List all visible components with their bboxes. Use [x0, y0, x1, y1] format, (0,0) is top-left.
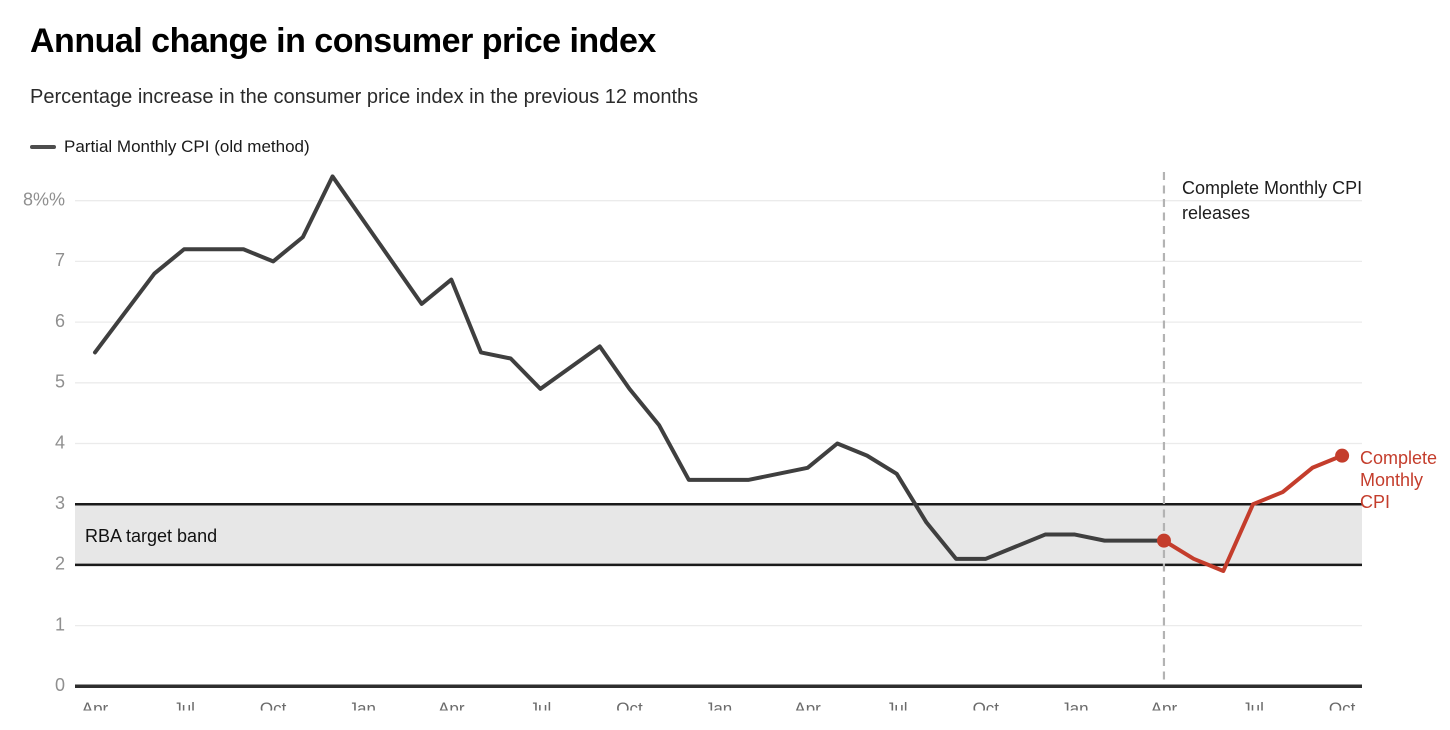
- y-tick-label: 7: [55, 250, 65, 270]
- y-tick-label: 0: [55, 675, 65, 695]
- annotation-rba-target-band: RBA target band: [85, 526, 218, 546]
- old-method-line: [93, 174, 1166, 561]
- legend-label: Partial Monthly CPI (old method): [64, 137, 310, 156]
- complete-cpi-dot: [1335, 448, 1350, 463]
- complete-cpi-line: [1161, 453, 1345, 573]
- y-tick-label: 8%%: [23, 189, 65, 209]
- target-band: [75, 504, 1362, 565]
- y-tick-label: 5: [55, 372, 65, 392]
- page-title: Annual change in consumer price index: [30, 22, 656, 60]
- complete-cpi-dot: [1156, 533, 1171, 548]
- line-swatch-icon: [30, 145, 56, 149]
- annotation-complete-monthly-cpi-releases: Complete Monthly CPI releases: [1182, 178, 1363, 223]
- page-subtitle: Percentage increase in the consumer pric…: [30, 86, 699, 108]
- y-tick-label: 4: [55, 432, 65, 452]
- annotation-complete-monthly-cpi: Complete Monthly CPI: [1360, 448, 1438, 512]
- legend: Partial Monthly CPI (old method): [30, 137, 310, 157]
- y-tick-label: 2: [55, 554, 65, 574]
- y-tick-label: 1: [55, 614, 65, 634]
- label-clip-strip: [0, 710, 1450, 730]
- y-tick-label: 6: [55, 311, 65, 331]
- y-tick-label: 3: [55, 493, 65, 513]
